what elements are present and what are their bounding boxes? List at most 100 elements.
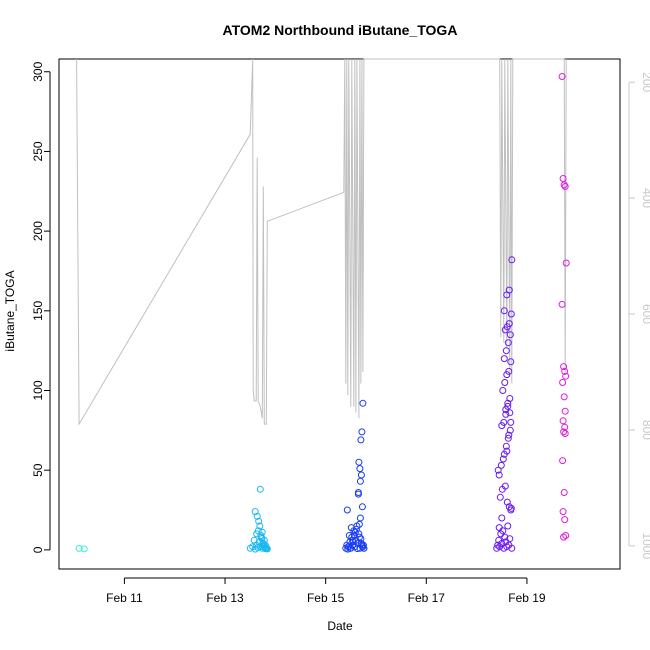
data-point — [503, 498, 511, 506]
data-point — [499, 455, 507, 463]
x-tick-label: Feb 17 — [408, 591, 446, 605]
data-point — [502, 410, 510, 418]
data-point — [358, 503, 366, 511]
data-point — [500, 307, 508, 315]
series-1 — [246, 485, 271, 553]
data-point — [351, 528, 359, 536]
data-point — [258, 528, 266, 536]
series-0 — [75, 544, 88, 553]
data-point — [502, 347, 510, 355]
secondary-tick-label: 800 — [640, 420, 650, 440]
data-point — [501, 379, 509, 386]
data-point — [560, 363, 568, 371]
data-point — [263, 544, 271, 552]
data-point — [562, 532, 570, 539]
data-point — [504, 399, 512, 407]
data-point — [561, 367, 569, 375]
data-point — [255, 517, 263, 525]
data-point — [507, 504, 515, 512]
data-point — [503, 543, 511, 551]
plot-area — [58, 58, 621, 570]
x-tick-label: Feb 19 — [508, 591, 546, 605]
data-point — [559, 457, 567, 465]
data-point — [357, 471, 365, 479]
secondary-tick-label: 200 — [640, 72, 650, 92]
data-point — [560, 393, 568, 401]
data-point — [356, 514, 364, 522]
data-point — [505, 320, 513, 328]
data-point — [253, 512, 261, 520]
data-point — [344, 543, 352, 551]
data-point — [506, 535, 514, 543]
data-point — [504, 522, 512, 530]
data-point — [562, 372, 570, 380]
data-point — [508, 256, 516, 264]
data-point — [250, 536, 258, 544]
y-tick-label: 300 — [31, 61, 45, 81]
points-layer — [75, 73, 570, 553]
pressure-line — [76, 58, 567, 426]
y-axis-label: iButane_TOGA — [3, 270, 17, 351]
data-point — [504, 434, 512, 442]
data-point — [256, 522, 264, 530]
data-point — [495, 524, 503, 532]
data-point — [358, 428, 366, 436]
data-point — [500, 418, 508, 426]
data-point — [505, 431, 513, 439]
data-point — [506, 409, 514, 417]
data-point — [559, 175, 567, 182]
data-point — [505, 286, 513, 294]
data-point — [75, 544, 83, 552]
data-point — [498, 485, 506, 493]
data-point — [561, 430, 569, 437]
data-point — [502, 442, 510, 450]
data-point — [497, 461, 505, 469]
secondary-tick-label: 1000 — [640, 532, 650, 559]
data-point — [500, 355, 508, 363]
data-point — [256, 485, 264, 493]
data-point — [357, 535, 365, 543]
data-point — [257, 532, 265, 539]
data-point — [561, 407, 569, 415]
data-point — [261, 541, 269, 549]
data-point — [498, 514, 506, 522]
series-4 — [558, 73, 570, 541]
y-tick-label: 200 — [31, 221, 45, 241]
data-point — [357, 436, 365, 444]
secondary-tick-label: 600 — [640, 304, 650, 324]
data-point — [260, 536, 268, 544]
data-point — [507, 310, 515, 318]
data-point — [560, 489, 568, 496]
x-tick-label: Feb 15 — [307, 591, 345, 605]
data-point — [352, 525, 360, 533]
data-point — [355, 458, 363, 466]
data-point — [499, 387, 507, 394]
y-axis: 0 50 100 150 200 250 300 — [31, 61, 51, 553]
data-point — [504, 339, 512, 347]
data-point — [559, 508, 567, 516]
y-tick-label: 50 — [31, 463, 45, 477]
data-point — [494, 466, 502, 474]
y-tick-label: 150 — [31, 300, 45, 320]
data-point — [495, 471, 503, 479]
data-point — [503, 447, 511, 455]
data-point — [358, 543, 366, 551]
secondary-tick-label: 400 — [640, 188, 650, 208]
x-tick-label: Feb 11 — [106, 591, 143, 605]
data-point — [343, 506, 351, 514]
series-3 — [493, 256, 516, 552]
data-point — [355, 533, 363, 541]
data-point — [356, 477, 364, 485]
data-point — [508, 544, 516, 552]
secondary-y-axis: 200 400 600 800 1000 — [628, 72, 650, 559]
data-point — [505, 367, 513, 375]
data-point — [560, 181, 568, 189]
data-point — [359, 399, 367, 407]
data-point — [349, 538, 357, 546]
data-point — [501, 533, 509, 541]
data-point — [507, 358, 515, 366]
data-point — [359, 541, 367, 549]
data-point — [559, 379, 567, 386]
data-point — [356, 465, 364, 473]
